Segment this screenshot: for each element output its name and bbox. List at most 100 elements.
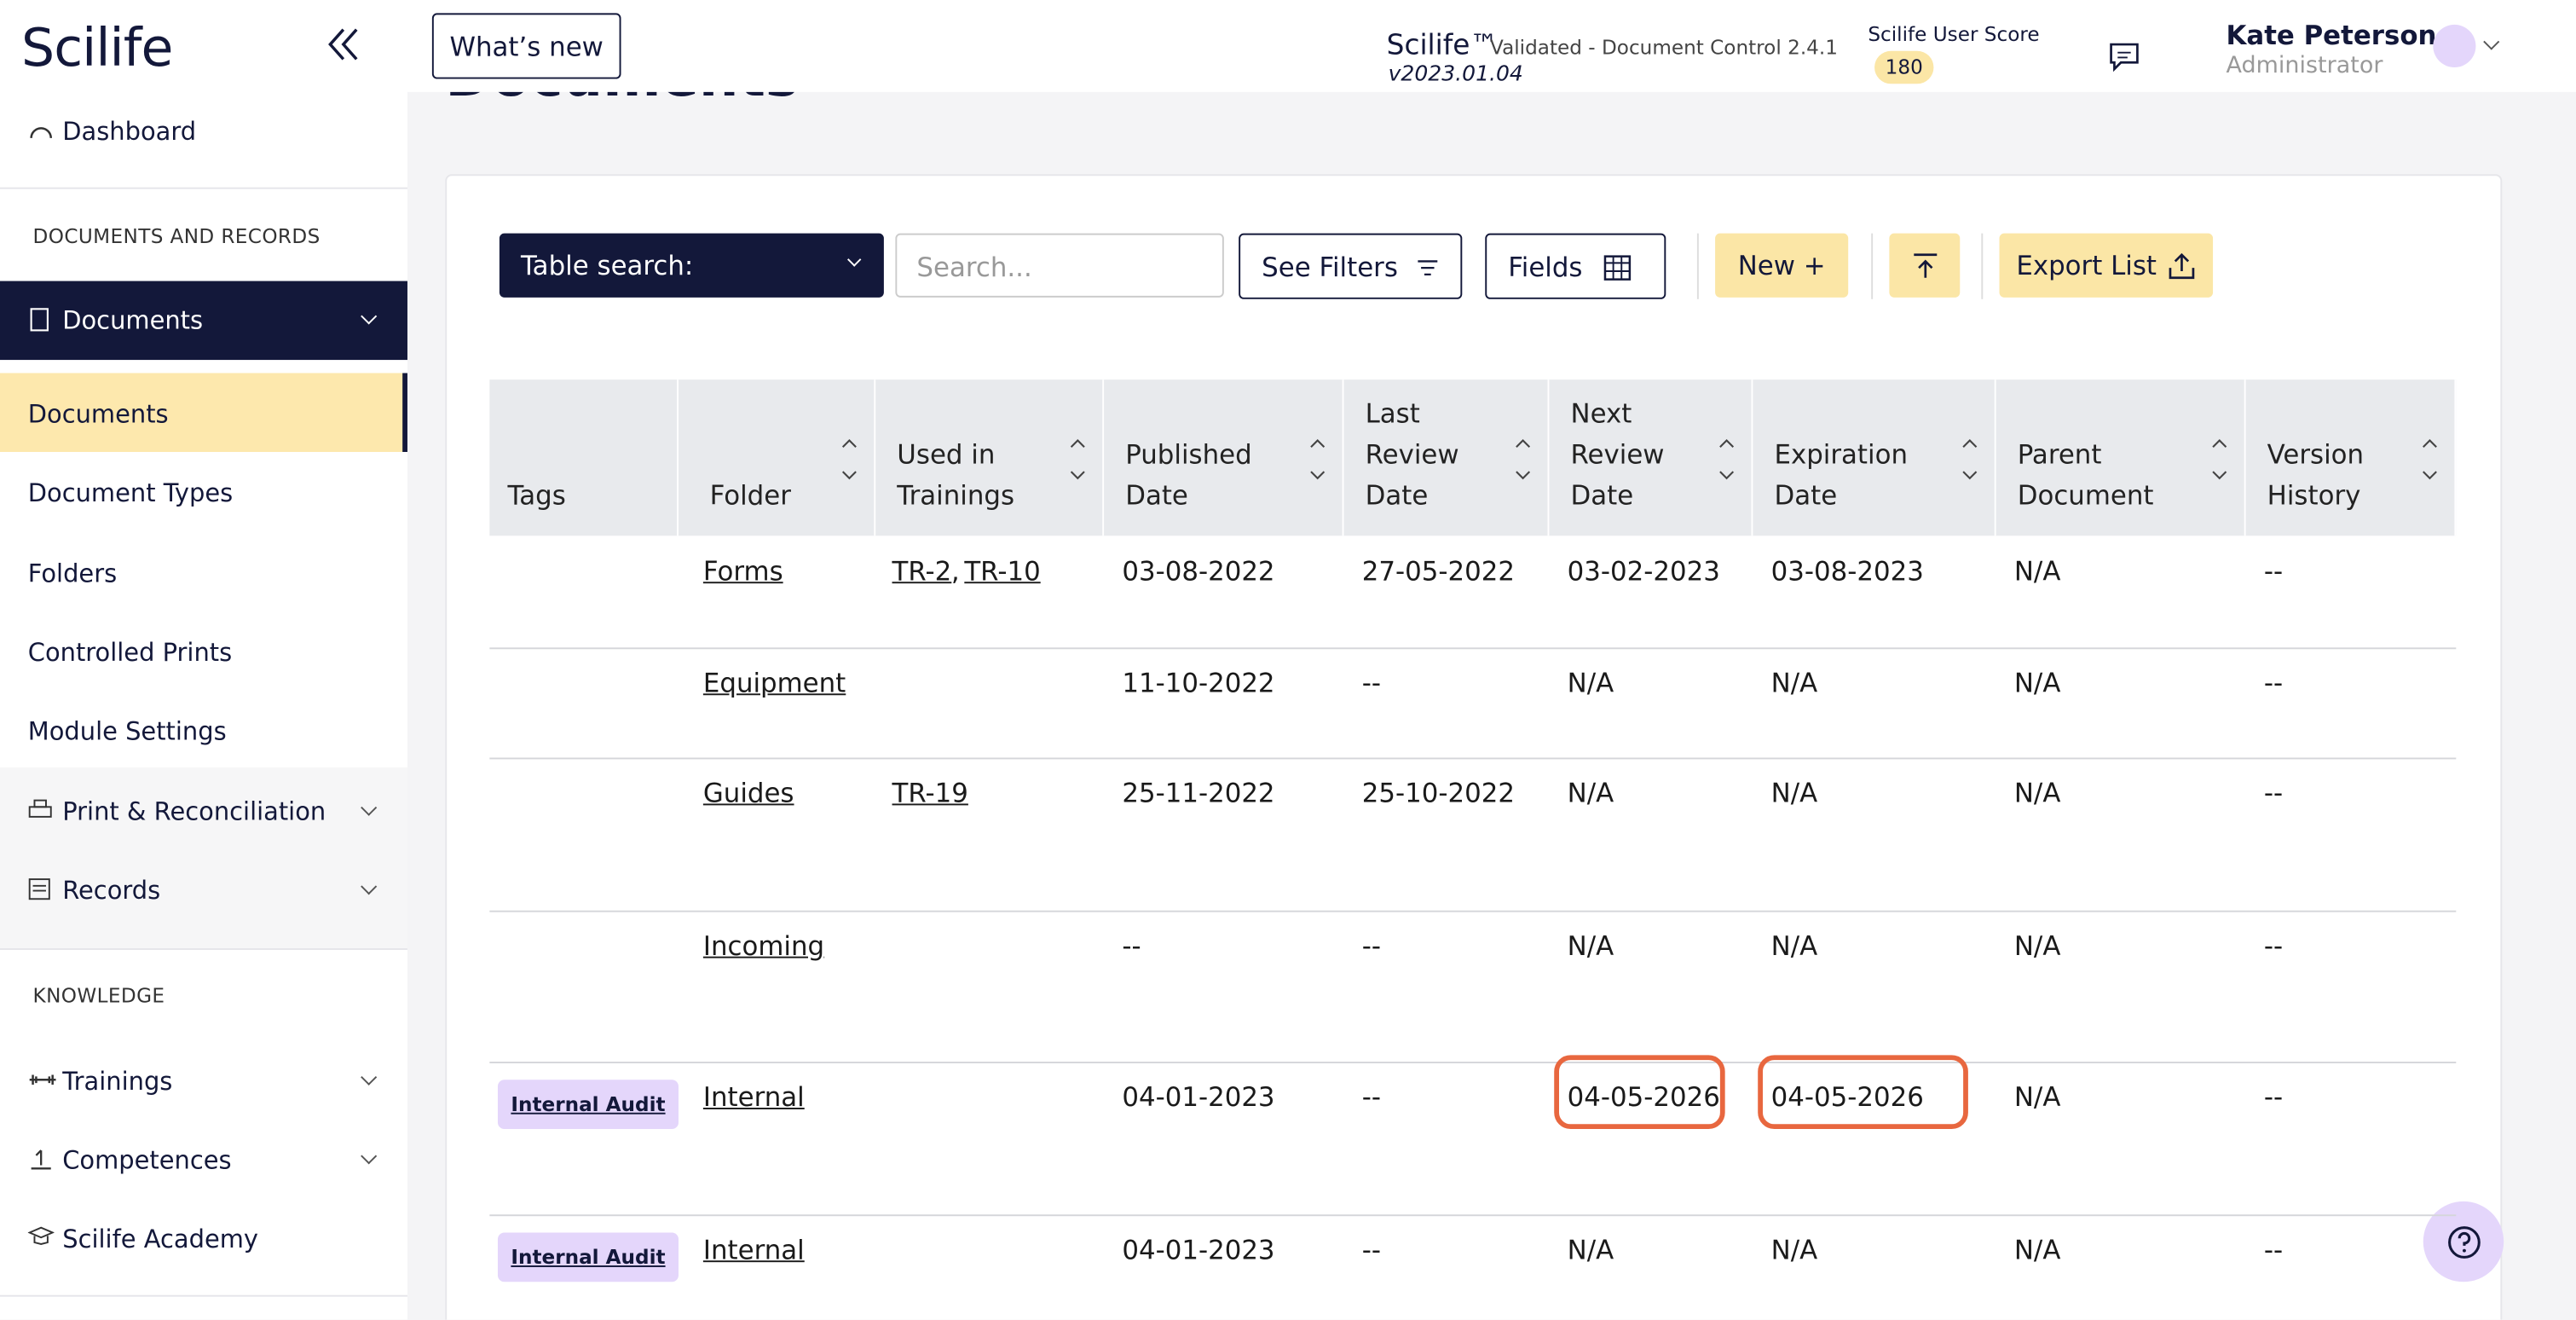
label: See Filters (1262, 250, 1398, 282)
cell-version: -- (2263, 555, 2284, 588)
folder-link[interactable]: Internal (702, 1234, 805, 1266)
cell-next-review: N/A (1567, 1234, 1614, 1266)
sort-icon[interactable] (1070, 437, 1086, 487)
column-label: Used in Trainings (897, 438, 1015, 512)
column-label: Tags (507, 479, 566, 512)
help-button[interactable] (2423, 1201, 2504, 1282)
cell-version: -- (2263, 1234, 2284, 1266)
column-header[interactable]: Parent Document (1996, 379, 2246, 536)
cell-published: -- (1122, 929, 1141, 962)
chevron (361, 308, 378, 325)
row-divider (489, 910, 2457, 912)
sort-icon[interactable] (1718, 437, 1735, 487)
highlight (1758, 1055, 1968, 1130)
user-role: Administrator (2226, 52, 2383, 79)
cell-published: 25-11-2022 (1122, 777, 1275, 809)
chevron (847, 252, 862, 267)
highlight (1554, 1055, 1725, 1130)
column-header[interactable]: Expiration Date (1753, 379, 1996, 536)
divider (1981, 233, 1984, 299)
fields-button[interactable]: Fields (1485, 233, 1666, 299)
placeholder: Search... (916, 251, 1032, 283)
folder-link[interactable]: Forms (702, 555, 783, 588)
top-bar: What’s new Scilife™ Validated - Document… (407, 0, 2576, 92)
sort-icon[interactable] (1309, 437, 1326, 487)
nav-records[interactable]: Records (62, 876, 161, 906)
column-header[interactable]: Folder (678, 379, 876, 536)
column-label: Parent Document (2017, 438, 2154, 512)
folder-link[interactable]: Equipment (702, 667, 846, 699)
sort-icon[interactable] (1961, 437, 1978, 487)
training-link[interactable]: TR-10 (964, 555, 1041, 588)
nav-group-active[interactable]: Documents (0, 281, 407, 361)
sort-icon[interactable] (2422, 437, 2438, 487)
nav-documents-group: Documents (62, 305, 204, 336)
cell-last-review: -- (1361, 1234, 1381, 1266)
separator (0, 187, 407, 189)
folder-link[interactable]: Guides (702, 777, 794, 809)
sort-icon[interactable] (841, 437, 858, 487)
nav-dashboard[interactable]: Dashboard (62, 116, 197, 147)
whats-new-button[interactable]: What’s new (431, 13, 621, 79)
table-search-select[interactable]: Table search: (499, 233, 884, 298)
academy-icon (27, 1226, 55, 1245)
sort-icon[interactable] (1515, 437, 1531, 487)
see-filters-button[interactable]: See Filters (1239, 233, 1463, 299)
column-header: Tags (489, 379, 679, 536)
column-header[interactable]: Used in Trainings (875, 379, 1105, 536)
folder-link[interactable]: Internal (702, 1081, 805, 1113)
cell-published: 11-10-2022 (1122, 667, 1275, 699)
nav-sub-item[interactable]: Documents (27, 399, 169, 430)
nav-sub-item[interactable]: Document Types (27, 478, 234, 509)
nav-sub-item[interactable]: Module Settings (27, 716, 227, 747)
training-link[interactable]: TR-2 (892, 555, 952, 588)
cell-parent: N/A (2013, 929, 2061, 962)
cell-parent: N/A (2013, 667, 2061, 699)
training-link[interactable]: TR-19 (892, 777, 968, 809)
score-badge: 180 (1874, 50, 1934, 84)
cell-version: -- (2263, 1081, 2284, 1113)
avatar[interactable] (2433, 24, 2476, 68)
section-label: DOCUMENTS AND RECORDS (32, 225, 321, 249)
label: Fields (1508, 250, 1583, 282)
nav-print[interactable]: Print & Reconciliation (62, 796, 326, 827)
divider (1871, 233, 1874, 299)
export-icon (2169, 252, 2194, 279)
cell-last-review: 27-05-2022 (1361, 555, 1515, 588)
nav-competences[interactable]: Competences (62, 1145, 232, 1176)
search-input[interactable]: Search... (895, 233, 1224, 298)
nav-sub-item[interactable]: Folders (27, 558, 118, 588)
column-header[interactable]: Next Review Date (1549, 379, 1753, 536)
nav-academy[interactable]: Scilife Academy (62, 1224, 259, 1254)
competences-icon (31, 1149, 51, 1170)
nav-sub-item[interactable]: Controlled Prints (27, 637, 233, 668)
cell-parent: N/A (2013, 555, 2061, 588)
column-label: Expiration Date (1774, 438, 1909, 512)
chevron[interactable] (2483, 33, 2500, 50)
tag[interactable]: Internal Audit (497, 1232, 679, 1282)
column-header[interactable]: Last Review Date (1343, 379, 1550, 536)
cell-last-review: 25-10-2022 (1361, 777, 1515, 809)
column-header[interactable]: Published Date (1104, 379, 1344, 536)
nav-active-bg (0, 373, 407, 453)
divider (1696, 233, 1699, 299)
chat-icon[interactable] (2105, 41, 2140, 74)
export-button[interactable]: Export List (1999, 233, 2214, 298)
brand: Scilife (21, 16, 173, 79)
upload-button[interactable] (1889, 233, 1961, 298)
tag[interactable]: Internal Audit (497, 1080, 679, 1130)
row-divider (489, 757, 2457, 760)
cell-parent: N/A (2013, 1234, 2061, 1266)
sort-icon[interactable] (2211, 437, 2227, 487)
column-header[interactable]: Version History (2245, 379, 2457, 536)
cell-parent: N/A (2013, 1081, 2061, 1113)
column-label: Published Date (1125, 438, 1252, 512)
column-label: Folder (709, 479, 791, 512)
new-button[interactable]: New + (1715, 233, 1849, 298)
sidebar: Scilife Dashboard DOCUMENTS AND RECORDS … (0, 0, 407, 1320)
cell-last-review: -- (1361, 667, 1381, 699)
card (445, 174, 2503, 1320)
folder-link[interactable]: Incoming (702, 929, 825, 962)
nav-trainings[interactable]: Trainings (62, 1066, 173, 1097)
collapse-icon[interactable] (326, 26, 361, 62)
